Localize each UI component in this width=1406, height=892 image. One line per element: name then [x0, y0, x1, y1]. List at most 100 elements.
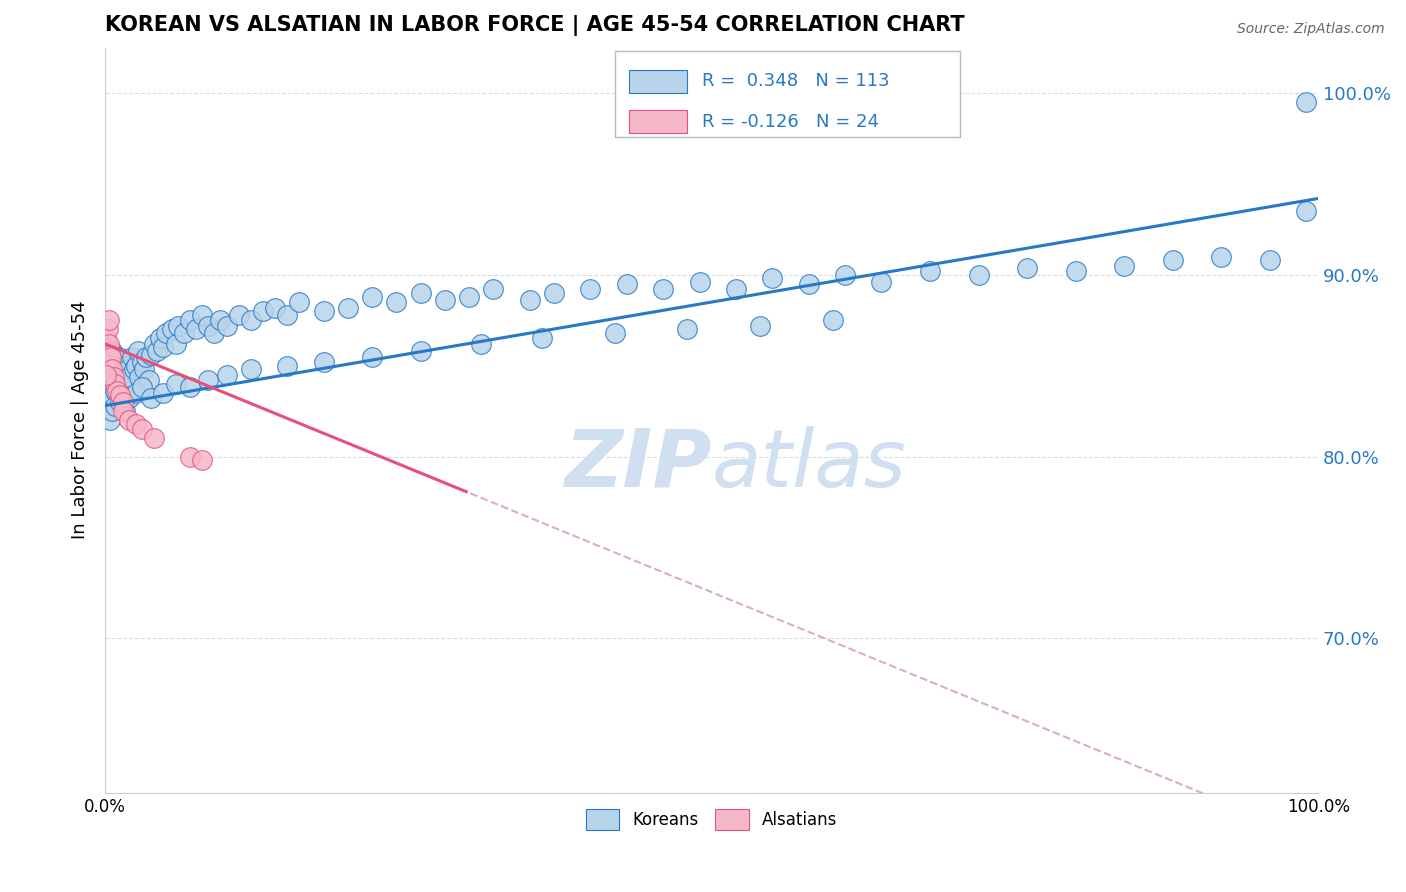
Point	[197, 373, 219, 387]
Point	[98, 362, 121, 376]
Point	[191, 453, 214, 467]
Point	[749, 318, 772, 333]
FancyBboxPatch shape	[614, 52, 960, 137]
Point	[131, 355, 153, 369]
Point	[97, 373, 120, 387]
Point	[191, 308, 214, 322]
Point	[1161, 253, 1184, 268]
Point	[108, 388, 131, 402]
Point	[603, 326, 626, 340]
Point	[834, 268, 856, 282]
Point	[105, 384, 128, 398]
Point	[409, 285, 432, 300]
Point	[264, 301, 287, 315]
Point	[127, 344, 149, 359]
Point	[124, 385, 146, 400]
Legend: Koreans, Alsatians: Koreans, Alsatians	[579, 803, 844, 837]
Point	[458, 290, 481, 304]
Point	[152, 341, 174, 355]
Point	[105, 380, 128, 394]
Point	[128, 369, 150, 384]
Point	[112, 366, 135, 380]
Point	[97, 350, 120, 364]
Point	[519, 293, 541, 308]
Point	[142, 336, 165, 351]
Point	[361, 350, 384, 364]
Point	[104, 362, 127, 376]
Point	[288, 295, 311, 310]
Point	[797, 277, 820, 291]
Point	[103, 348, 125, 362]
Point	[114, 359, 136, 373]
Point	[239, 362, 262, 376]
Point	[252, 304, 274, 318]
Text: Source: ZipAtlas.com: Source: ZipAtlas.com	[1237, 22, 1385, 37]
Point	[135, 350, 157, 364]
Point	[124, 359, 146, 373]
Text: R =  0.348   N = 113: R = 0.348 N = 113	[702, 72, 890, 90]
Point	[160, 322, 183, 336]
Point	[433, 293, 456, 308]
Point	[114, 404, 136, 418]
Point	[1015, 260, 1038, 275]
Point	[761, 271, 783, 285]
Point	[108, 362, 131, 376]
Point	[179, 313, 201, 327]
Point	[121, 350, 143, 364]
Point	[482, 282, 505, 296]
Y-axis label: In Labor Force | Age 45-54: In Labor Force | Age 45-54	[72, 301, 89, 540]
Point	[179, 450, 201, 464]
Point	[312, 304, 335, 318]
Point	[228, 308, 250, 322]
Point	[112, 404, 135, 418]
Point	[179, 380, 201, 394]
Text: KOREAN VS ALSATIAN IN LABOR FORCE | AGE 45-54 CORRELATION CHART: KOREAN VS ALSATIAN IN LABOR FORCE | AGE …	[105, 15, 965, 36]
Point	[98, 413, 121, 427]
Point	[101, 404, 124, 418]
Point	[141, 348, 163, 362]
Point	[110, 351, 132, 366]
Point	[197, 318, 219, 333]
Point	[104, 376, 127, 391]
Point	[131, 380, 153, 394]
Point	[186, 322, 208, 336]
Point	[202, 326, 225, 340]
Point	[167, 318, 190, 333]
Point	[918, 264, 941, 278]
Point	[676, 322, 699, 336]
Point	[870, 275, 893, 289]
Point	[100, 355, 122, 369]
Point	[96, 368, 118, 382]
Point	[1209, 250, 1232, 264]
Point	[239, 313, 262, 327]
Point	[967, 268, 990, 282]
Point	[361, 290, 384, 304]
Point	[108, 395, 131, 409]
Point	[616, 277, 638, 291]
Point	[138, 373, 160, 387]
Point	[101, 362, 124, 376]
Point	[101, 369, 124, 384]
Point	[96, 331, 118, 345]
Point	[115, 373, 138, 387]
Point	[142, 431, 165, 445]
Point	[146, 344, 169, 359]
Point	[1112, 259, 1135, 273]
Point	[98, 359, 121, 373]
Point	[821, 313, 844, 327]
Point	[165, 336, 187, 351]
Point	[215, 318, 238, 333]
Point	[173, 326, 195, 340]
Point	[1064, 264, 1087, 278]
Point	[97, 355, 120, 369]
Point	[124, 362, 146, 376]
Point	[96, 368, 118, 382]
Text: ZIP: ZIP	[564, 425, 711, 504]
Text: R = -0.126   N = 24: R = -0.126 N = 24	[702, 112, 879, 130]
Point	[652, 282, 675, 296]
Point	[579, 282, 602, 296]
Point	[97, 322, 120, 336]
Point	[97, 359, 120, 373]
Point	[336, 301, 359, 315]
Point	[276, 308, 298, 322]
